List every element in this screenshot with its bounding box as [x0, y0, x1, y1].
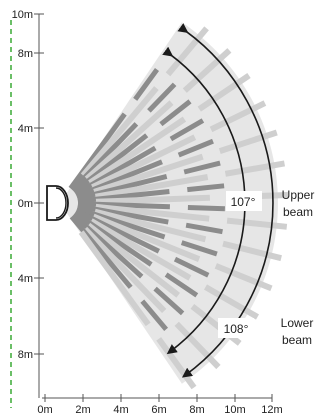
y-label-8m-lower: 8m [18, 349, 33, 361]
beam-stripe-17-1 [222, 240, 282, 262]
y-ticks [34, 13, 44, 355]
beam-stripe-3-0 [84, 100, 174, 182]
beam-stripe-13-0 [95, 194, 211, 205]
beam-stripe-18-0 [76, 206, 166, 240]
upper-beam-name-line1: Upper [282, 188, 315, 202]
x-label-2m: 2m [75, 404, 90, 416]
beam-stripe-14-0 [77, 201, 170, 210]
sensor-icon [46, 185, 69, 221]
beam-stripe-0-0 [68, 112, 127, 190]
beam-stripe-20-0 [75, 208, 160, 254]
beam-stripe-8-0 [75, 159, 163, 199]
beam-stripe-24-0 [71, 213, 144, 279]
beam-stripe-27-0 [78, 230, 151, 327]
beam-stripe-15-1 [226, 217, 288, 230]
beam-stripe-6-0 [74, 145, 157, 197]
beam-stripe-26-1 [140, 299, 169, 332]
beam-stripes [68, 26, 289, 390]
beam-stripe-16-0 [77, 203, 169, 225]
x-ticks [44, 394, 273, 402]
x-label-4m: 4m [113, 404, 128, 416]
y-label-10m: 10m [12, 9, 33, 21]
beam-stripe-14-1 [187, 205, 225, 212]
beam-stripe-7-1 [209, 100, 267, 133]
x-label-0m: 0m [37, 404, 52, 416]
beam-stripe-21-1 [204, 284, 259, 320]
lower-beam-angle-label: 108° [224, 322, 249, 336]
beam-stripe-12-1 [187, 183, 225, 193]
beam-stripe-19-1 [214, 263, 273, 292]
beam-stripe-25-0 [82, 226, 167, 313]
beam-stripe-26-0 [69, 215, 133, 289]
beam-stripe-9-1 [218, 129, 278, 154]
beam-stripe-10-0 [76, 173, 168, 202]
beam-stripe-22-0 [73, 211, 153, 267]
beam-stripe-2-0 [70, 122, 139, 192]
beam-stripe-0-1 [133, 68, 160, 101]
y-label-8m-upper: 8m [18, 48, 33, 60]
x-label-6m: 6m [151, 404, 166, 416]
beam-stripe-11-1 [224, 160, 286, 177]
beam-stripe-12-0 [77, 189, 170, 204]
y-label-4m-lower: 4m [18, 273, 33, 285]
beam-stripe-4-0 [72, 133, 149, 194]
upper-beam-name-line2: beam [283, 205, 313, 219]
x-label-10m: 10m [224, 404, 245, 416]
lower-angle-label-bg [218, 318, 254, 338]
x-label-12m: 12m [261, 404, 282, 416]
beam-stripe-5-1 [197, 73, 251, 112]
lower-beam-name-line1: Lower [281, 316, 314, 330]
y-label-0m: 0m [18, 198, 33, 210]
upper-angle-label-bg [226, 191, 262, 211]
x-label-8m: 8m [189, 404, 204, 416]
upper-beam-angle-label: 107° [231, 195, 256, 209]
lower-beam-name-line2: beam [282, 333, 312, 347]
y-label-4m-upper: 4m [18, 123, 33, 135]
beam-stripe-1-0 [80, 86, 159, 178]
